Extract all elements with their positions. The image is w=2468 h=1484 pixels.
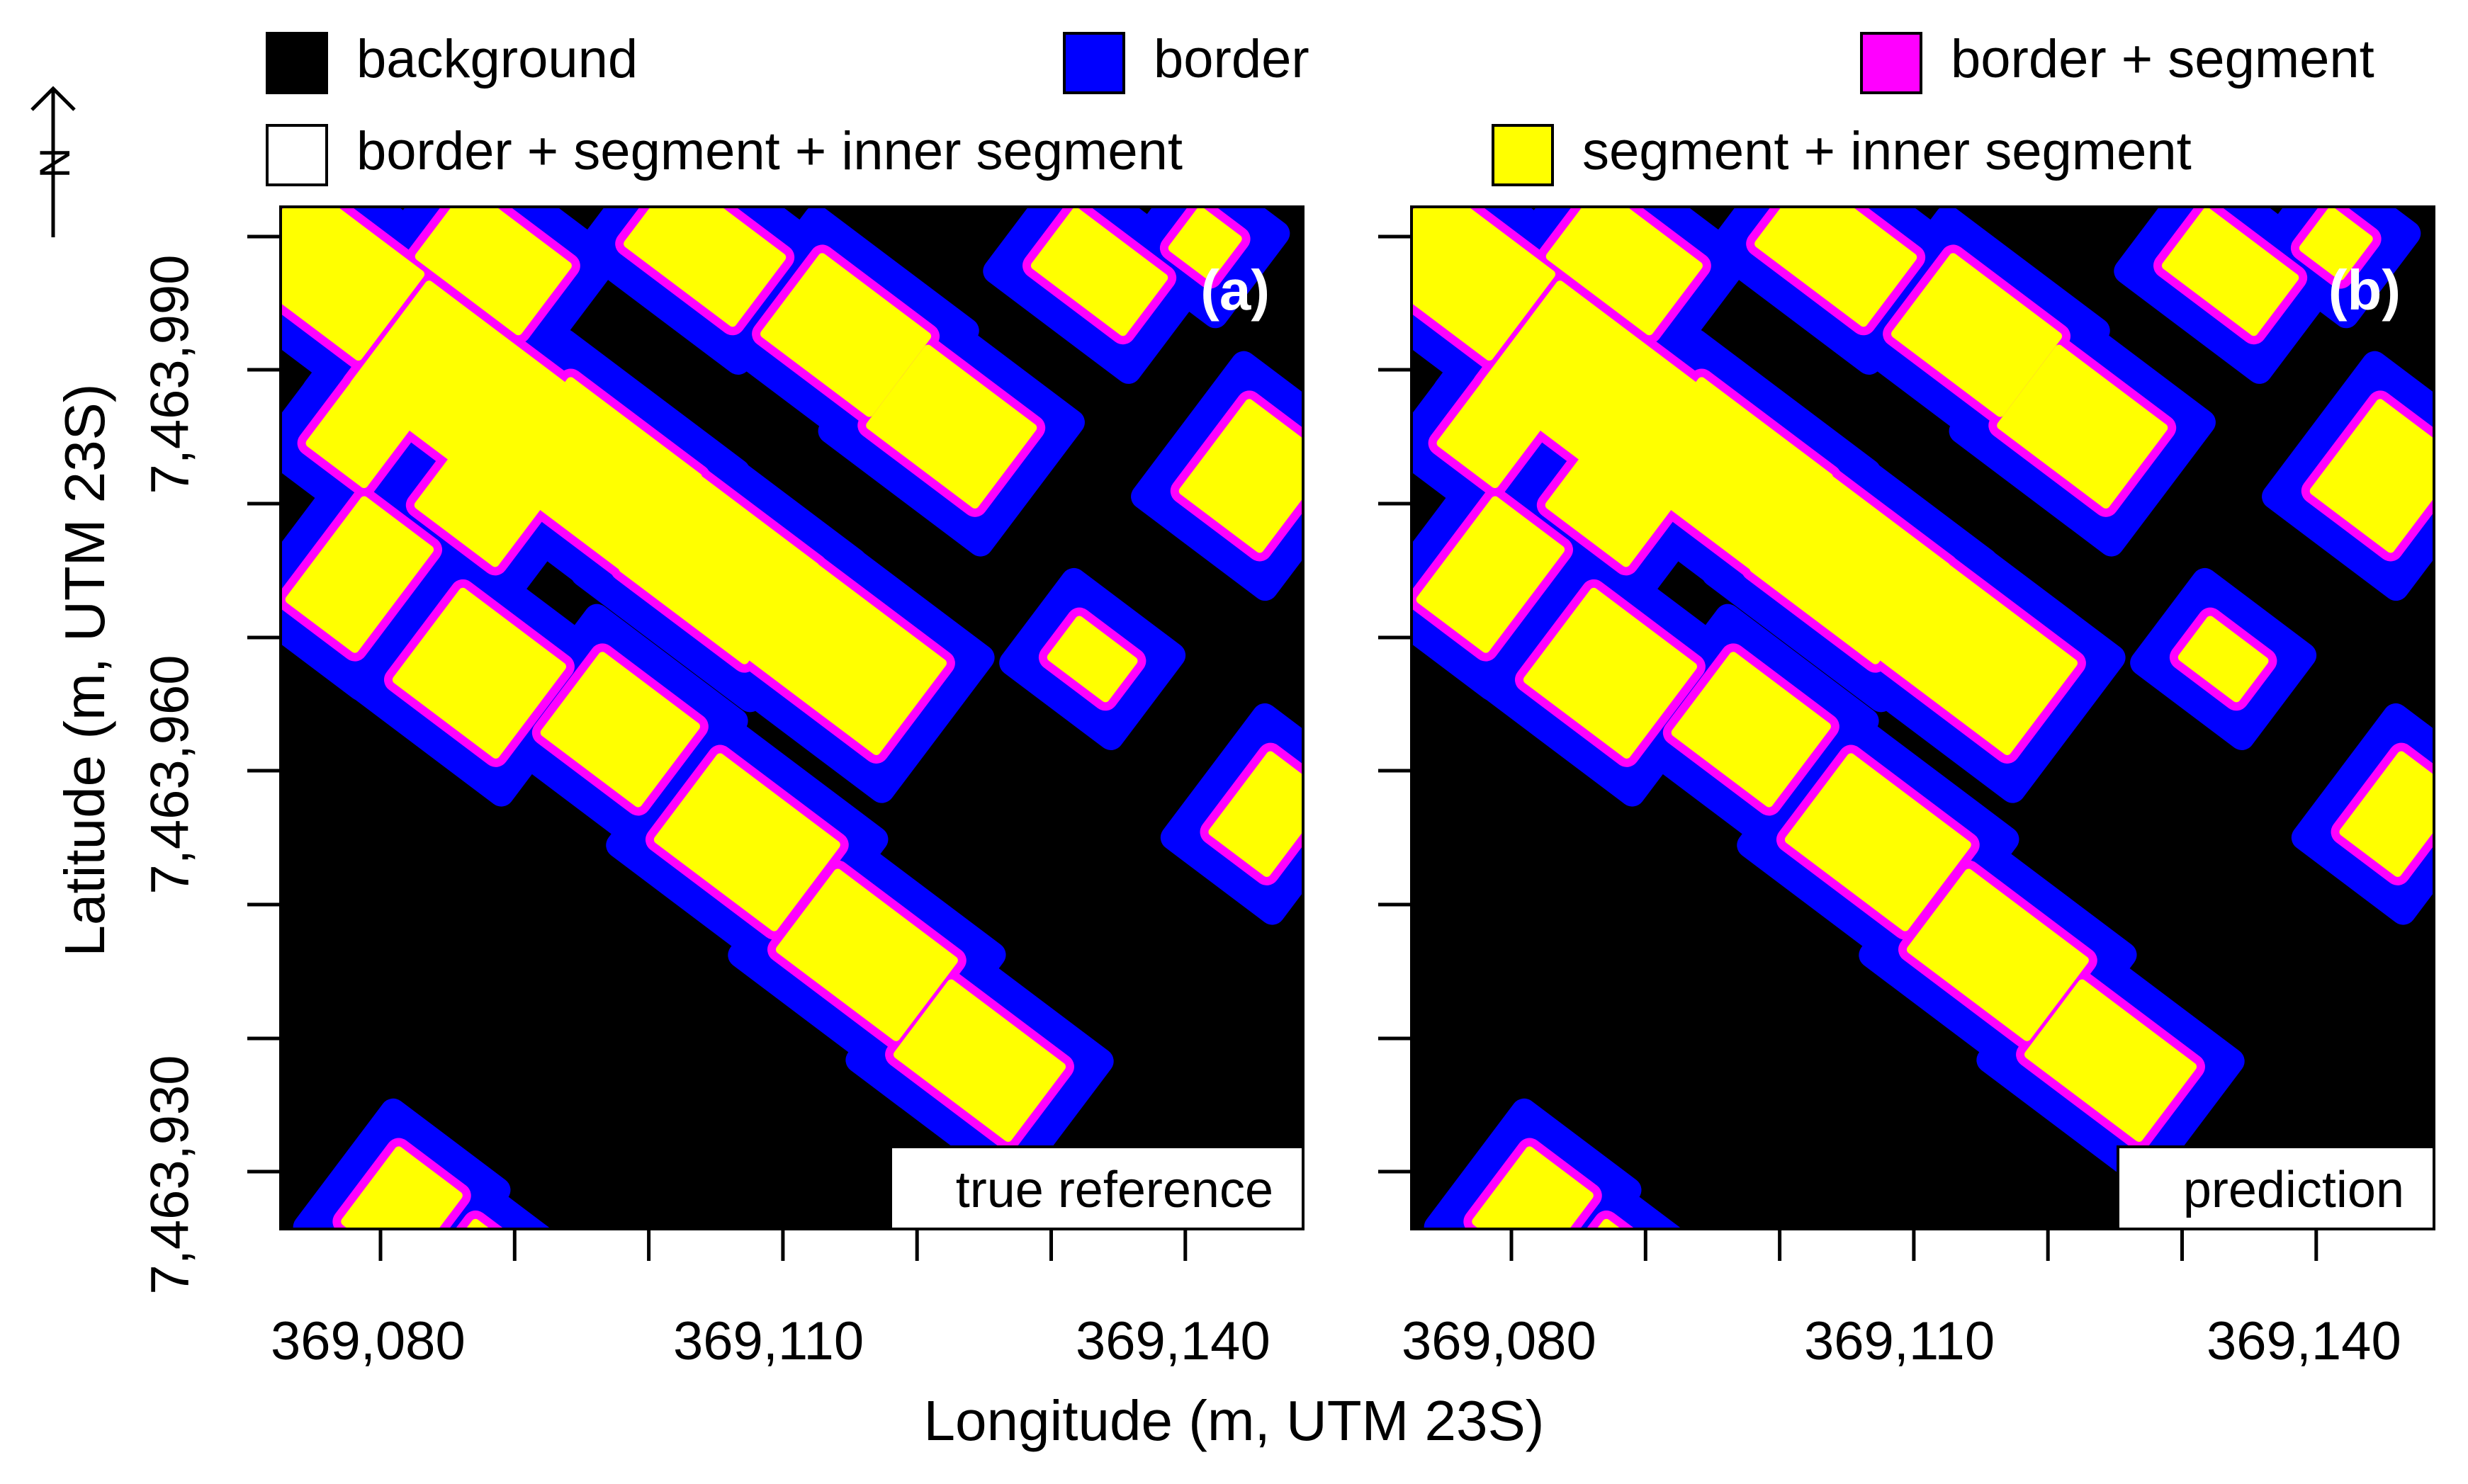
building-footprint: [1481, 281, 1697, 489]
legend-swatch-border-segment-inner: [266, 124, 328, 186]
north-arrow-icon: N: [21, 81, 123, 244]
building-footprint: [1208, 751, 1302, 877]
building-footprint: [1047, 616, 1138, 703]
north-letter: N: [31, 147, 79, 178]
building-footprint: [1030, 208, 1168, 336]
segmentation-map-a: [282, 208, 1302, 1228]
building-footprint: [2161, 208, 2299, 336]
building-footprint: [282, 208, 425, 361]
building-footprint: [415, 208, 572, 336]
building-footprint: [1749, 470, 1950, 664]
building-footprint: [866, 344, 1037, 509]
x-tick-label: 369,140: [2207, 1311, 2401, 1371]
x-tick-label: 369,080: [1402, 1311, 1596, 1371]
x-tick-label: 369,110: [673, 1311, 864, 1371]
building-footprint: [1178, 399, 1302, 553]
panel-label: true reference: [889, 1145, 1302, 1228]
building-footprint: [1754, 208, 1917, 327]
building-footprint: [1472, 1146, 1594, 1228]
building-footprint: [775, 868, 958, 1041]
legend-label: segment + inner segment: [1582, 121, 2192, 181]
building-footprint: [1416, 496, 1565, 653]
building-footprint: [1545, 208, 1703, 336]
legend-swatch-border-segment: [1860, 32, 1922, 94]
building-footprint: [341, 1146, 463, 1228]
panel-label: prediction: [2116, 1145, 2433, 1228]
building-footprint: [285, 496, 434, 653]
building-footprint: [1997, 344, 2168, 509]
building-footprint: [1413, 208, 1556, 361]
x-axis-title: Longitude (m, UTM 23S): [923, 1389, 1545, 1452]
building-footprint: [2339, 751, 2433, 877]
building-footprint: [894, 979, 1066, 1142]
x-tick-label: 369,140: [1076, 1311, 1270, 1371]
building-footprint: [305, 379, 414, 489]
legend-label: background: [356, 29, 638, 89]
legend-swatch-border: [1063, 32, 1125, 94]
building-footprint: [1436, 379, 1545, 489]
legend-swatch-background: [266, 32, 328, 94]
building-footprint: [1784, 753, 1971, 931]
building-footprint: [1906, 868, 2089, 1041]
building-footprint: [1891, 253, 2063, 417]
y-tick-label: 7,463,930: [140, 1055, 201, 1295]
map-panel-b: (b) prediction: [1410, 205, 2435, 1230]
building-footprint: [1523, 587, 1697, 759]
x-tick-label: 369,080: [271, 1311, 466, 1371]
building-footprint: [540, 652, 700, 808]
segmentation-map-b: [1413, 208, 2433, 1228]
legend-swatch-segment-inner: [1492, 124, 1554, 186]
y-tick-label: 7,463,990: [140, 254, 201, 494]
building-footprint: [2177, 616, 2269, 703]
building-footprint: [745, 562, 947, 756]
building-footprint: [760, 253, 932, 417]
map-legend: background border border + segment borde…: [0, 0, 2468, 191]
building-footprint: [350, 281, 566, 489]
building-footprint: [1671, 652, 1831, 808]
map-panel-a: (a) true reference: [279, 205, 1305, 1230]
building-footprint: [2299, 208, 2373, 281]
building-footprint: [619, 470, 819, 664]
building-footprint: [1168, 208, 1242, 281]
legend-label: border + segment: [1951, 29, 2374, 89]
building-footprint: [1545, 441, 1676, 567]
building-footprint: [2309, 399, 2433, 553]
building-footprint: [392, 587, 566, 759]
panel-tag: (a): [1200, 259, 1270, 322]
y-axis-title: Latitude (m, UTM 23S): [53, 383, 116, 957]
building-footprint: [2024, 979, 2197, 1142]
panel-tag: (b): [2328, 259, 2401, 322]
y-tick-label: 7,463,960: [140, 655, 201, 895]
building-footprint: [624, 208, 787, 327]
building-footprint: [653, 753, 840, 931]
building-footprint: [414, 441, 545, 567]
x-tick-label: 369,110: [1804, 1311, 1995, 1371]
legend-label: border + segment + inner segment: [356, 121, 1183, 181]
building-footprint: [1876, 562, 2078, 756]
legend-label: border: [1154, 29, 1309, 89]
